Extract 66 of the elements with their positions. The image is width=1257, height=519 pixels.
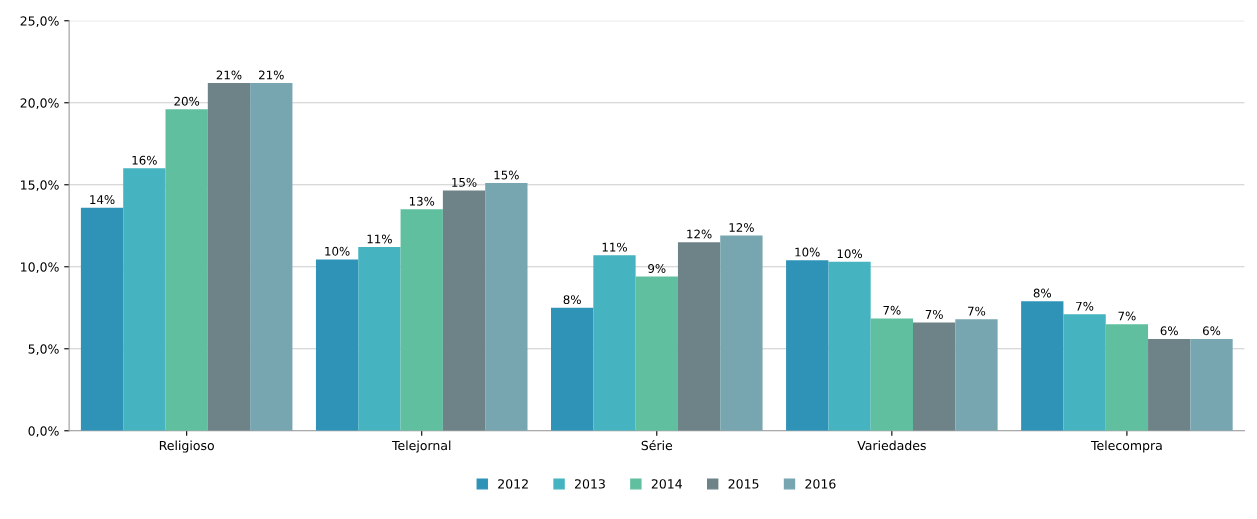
bar (485, 183, 528, 431)
legend-label: 2015 (728, 479, 759, 489)
bar (315, 259, 359, 431)
bar (400, 209, 443, 431)
y-tick-label: 0,0% (28, 426, 59, 437)
bar (123, 168, 166, 431)
y-tick-label: 5,0% (28, 344, 59, 355)
legend-label: 2014 (651, 479, 682, 489)
bar (677, 242, 721, 431)
bar (1063, 314, 1106, 431)
data-label: 15% (494, 170, 519, 180)
data-label: 12% (687, 229, 712, 239)
data-label: 7% (925, 309, 943, 319)
bar (358, 247, 401, 431)
x-tick-label: Telejornal (391, 440, 451, 453)
data-label: 10% (837, 249, 862, 259)
legend-label: 2013 (574, 479, 605, 489)
y-tick-label: 15,0% (21, 180, 59, 191)
data-label: 7% (1076, 301, 1094, 311)
data-label: 14% (90, 195, 115, 205)
bar (1021, 301, 1064, 431)
bar (955, 319, 998, 431)
x-tick-label: Telecompra (1090, 440, 1162, 453)
data-label: 7% (968, 306, 986, 316)
data-label: 12% (729, 223, 754, 232)
data-label: 10% (795, 247, 820, 257)
bar (828, 261, 871, 431)
bar (1105, 324, 1149, 431)
legend-label: 2012 (498, 479, 528, 489)
bar (551, 307, 594, 431)
y-tick-label: 10,0% (21, 262, 59, 273)
data-label: 6% (1202, 326, 1221, 336)
data-label: 8% (1033, 288, 1051, 298)
bar (720, 235, 763, 431)
x-tick-label: Variedades (857, 440, 926, 451)
data-label: 7% (1118, 311, 1136, 321)
data-label: 20% (174, 96, 200, 106)
x-tick-label: Série (641, 439, 673, 451)
bar (250, 83, 293, 431)
bar (635, 276, 678, 431)
data-label: 6% (1160, 326, 1178, 336)
legend-label: 2016 (805, 479, 836, 489)
bar (80, 207, 124, 431)
bar (786, 260, 829, 431)
bar (870, 318, 913, 431)
data-label: 21% (216, 70, 242, 80)
bar (1148, 338, 1191, 431)
data-label: 13% (409, 196, 435, 206)
bar (913, 322, 956, 431)
data-label: 8% (563, 295, 581, 305)
y-tick-label: 25,0% (20, 16, 59, 27)
bar (1190, 338, 1233, 431)
data-label: 7% (883, 305, 901, 315)
data-label: 15% (452, 177, 477, 187)
data-label: 16% (132, 155, 157, 165)
data-label: 11% (367, 234, 392, 244)
data-label: 11% (602, 242, 627, 252)
x-tick-label: Religioso (159, 440, 214, 453)
data-label: 21% (259, 70, 284, 80)
data-label: 9% (648, 264, 666, 273)
y-tick-label: 20,0% (20, 98, 59, 109)
data-label: 10% (325, 246, 350, 256)
bar (442, 190, 486, 431)
bar (207, 83, 251, 431)
bar (165, 109, 208, 431)
bar (593, 255, 636, 431)
